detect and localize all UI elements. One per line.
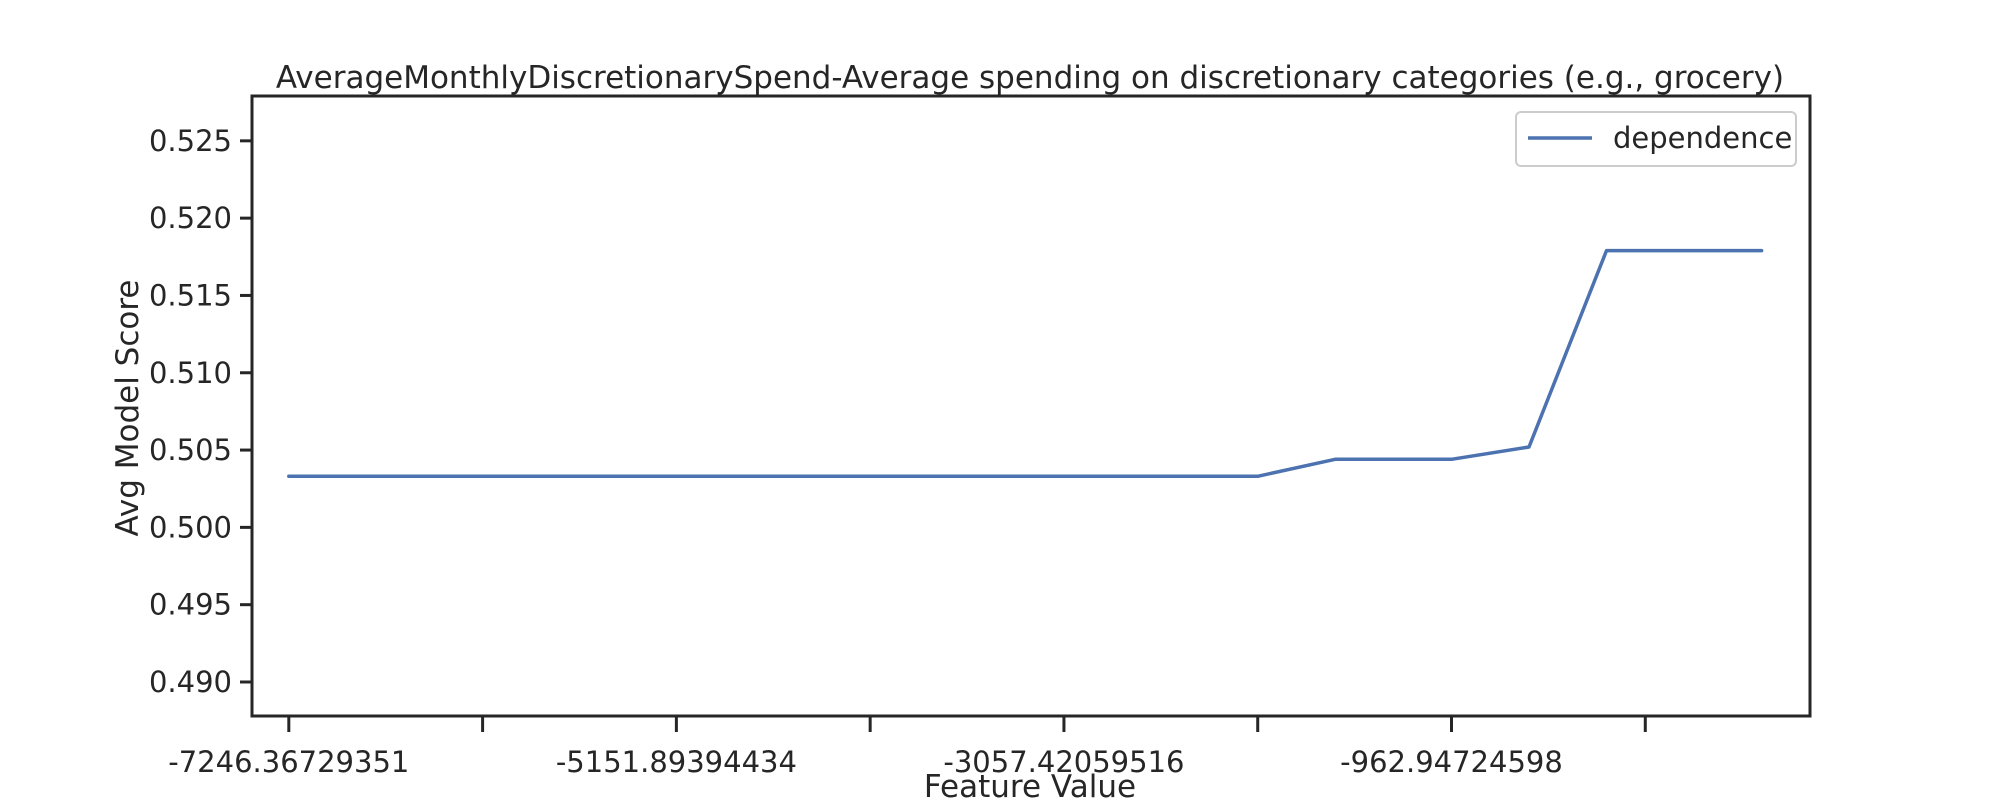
ticks-layer: 0.490 0.495 0.500 0.505 0.510 0.515 0.520 0.525…: [149, 124, 1647, 779]
legend-box: [1515, 111, 1797, 167]
y-tick-label: 0.515: [149, 278, 232, 312]
y-tick-label: 0.495: [149, 588, 232, 622]
legend: dependence: [1515, 111, 1797, 167]
x-tick-label: -962.94724598: [1340, 745, 1563, 779]
y-tick-label: 0.510: [149, 356, 232, 390]
y-axis-label: Avg Model Score: [110, 279, 146, 536]
chart-title: AverageMonthlyDiscretionarySpend-Average…: [276, 60, 1784, 96]
y-tick-label: 0.520: [149, 201, 232, 235]
y-tick-label: 0.490: [149, 665, 232, 699]
x-tick-label: -3057.42059516: [943, 745, 1184, 779]
y-tick-label: 0.525: [149, 124, 232, 158]
y-tick-label: 0.500: [149, 510, 232, 544]
series-layer: [287, 248, 1764, 479]
x-axis-label: Feature Value: [924, 769, 1136, 800]
series-line-dependence: [287, 248, 1764, 479]
x-tick-label: -5151.89394434: [556, 745, 797, 779]
x-tick-label: -7246.36729351: [168, 745, 409, 779]
legend-label-dependence: dependence: [1613, 121, 1792, 155]
y-tick-label: 0.505: [149, 433, 232, 467]
plot-frame: [250, 94, 1812, 718]
